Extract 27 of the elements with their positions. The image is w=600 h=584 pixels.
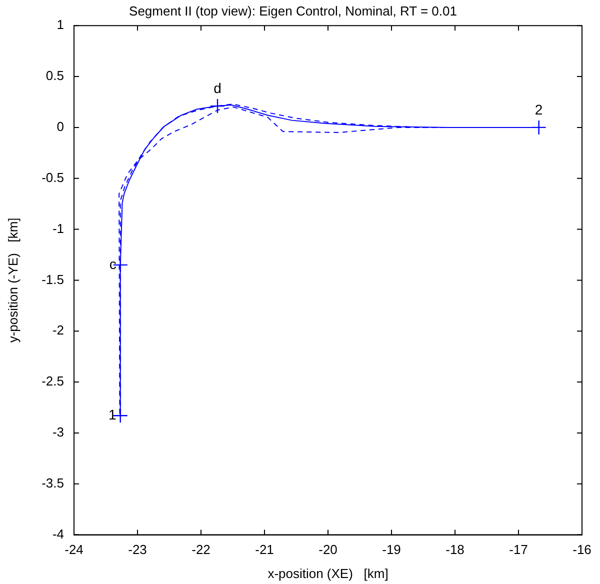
y-tick-label: 1 — [56, 17, 64, 32]
x-tick-label: -17 — [509, 542, 528, 558]
chart-title: Segment II (top view): Eigen Control, Nominal, RT = 0.01 — [129, 3, 457, 18]
x-tick-label: -22 — [192, 542, 210, 558]
y-tick-label: -4 — [52, 526, 64, 542]
x-tick-label: -20 — [318, 542, 338, 558]
x-tick-label: -16 — [572, 542, 592, 558]
x-tick-label: -24 — [64, 542, 84, 558]
y-tick-label: -2.5 — [42, 374, 64, 389]
y-tick-label: 0 — [56, 119, 64, 134]
annotation: c — [109, 256, 116, 272]
x-tick-label: -21 — [255, 542, 274, 558]
x-axis-title: x-position (XE) [km] — [268, 566, 388, 581]
y-tick-label: -3.5 — [42, 475, 64, 490]
y-tick-label: 0.5 — [46, 68, 64, 84]
x-tick-label: -18 — [446, 542, 464, 558]
annotation: 2 — [534, 101, 543, 118]
y-axis-title: y-position (-YE) [km] — [5, 218, 20, 343]
x-tick-label: -19 — [382, 542, 401, 558]
annotation: 1 — [108, 406, 117, 423]
annotation: d — [214, 80, 222, 96]
y-tick-label: -3 — [52, 424, 64, 440]
y-tick-label: -1.5 — [42, 272, 64, 287]
y-tick-label: -0.5 — [42, 170, 64, 185]
y-tick-label: -2 — [52, 322, 64, 338]
x-tick-label: -23 — [128, 542, 147, 558]
y-tick-label: -1 — [52, 220, 64, 236]
